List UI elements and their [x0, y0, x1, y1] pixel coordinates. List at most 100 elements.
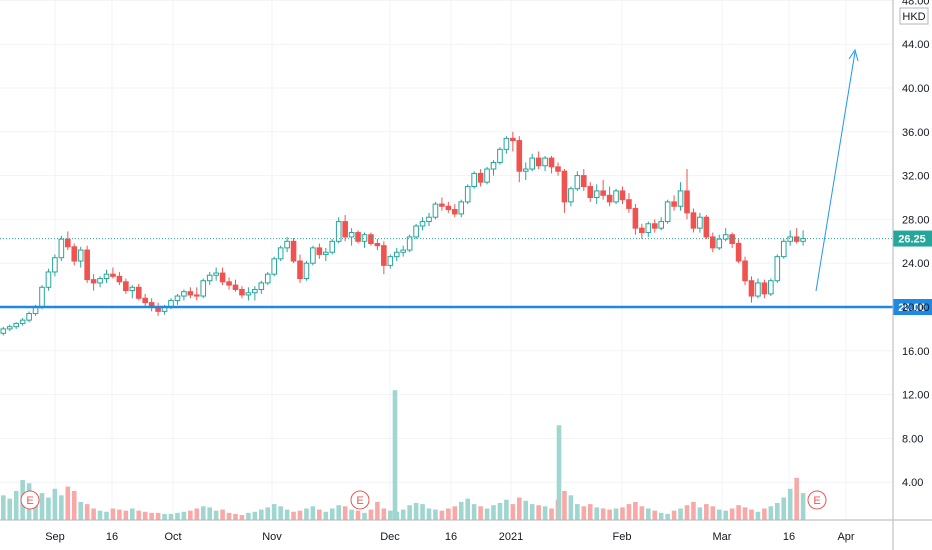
candle-body — [245, 292, 252, 296]
volume-bar — [562, 490, 567, 520]
volume-bar — [729, 508, 735, 520]
candle-body — [768, 280, 774, 295]
volume-bar — [407, 505, 412, 520]
candle-body — [123, 281, 129, 292]
volume-bar — [426, 508, 432, 520]
last-price-tag — [893, 230, 932, 247]
candle-body — [426, 216, 432, 223]
candle-body — [381, 245, 387, 266]
candle-body — [774, 256, 781, 282]
volume-bar — [749, 509, 754, 520]
volume-bar — [781, 497, 787, 520]
y-tick-label: 4.00 — [902, 477, 923, 489]
candle-body — [439, 203, 445, 207]
volume-bar — [284, 509, 290, 520]
volume-bar — [671, 510, 677, 520]
volume-bar — [181, 511, 187, 520]
candle-body — [258, 282, 265, 290]
candle-body — [593, 190, 600, 198]
volume-bar — [297, 510, 303, 520]
volume-bar — [452, 506, 458, 520]
candle-body — [800, 238, 806, 242]
candle-body — [703, 216, 710, 238]
candle-body — [142, 297, 148, 304]
volume-bar — [665, 513, 670, 520]
candle-body — [387, 256, 394, 266]
volume-bar — [420, 504, 425, 520]
candle-body — [39, 286, 45, 308]
volume-bar — [39, 493, 45, 520]
x-tick-label: 16 — [106, 531, 118, 543]
volume-bar — [478, 506, 483, 520]
candle-body — [252, 288, 258, 294]
candle-body — [90, 279, 97, 284]
candle-body — [368, 234, 374, 244]
candle-body — [239, 288, 245, 296]
volume-bar — [704, 504, 709, 520]
volume-bar — [226, 512, 232, 520]
candle-body — [458, 201, 465, 215]
volume-bar — [510, 504, 516, 520]
candle-body — [226, 281, 232, 286]
x-tick-label: Mar — [713, 531, 732, 543]
volume-bar — [136, 510, 142, 520]
volume-bar — [542, 506, 548, 520]
candle-body — [780, 240, 787, 258]
volume-bar — [523, 500, 529, 520]
volume-spike — [392, 390, 398, 520]
currency-label: HKD — [902, 11, 925, 23]
candle-body — [587, 186, 594, 199]
candle-body — [219, 272, 226, 283]
x-tick-label: 2021 — [499, 531, 523, 543]
candle-body — [329, 240, 336, 253]
candle-body — [490, 161, 497, 170]
candle-body — [297, 260, 303, 280]
earnings-marker — [20, 490, 40, 510]
volume-bar — [536, 505, 541, 520]
candle-body — [497, 148, 503, 163]
y-tick-label: 24.00 — [902, 258, 930, 270]
volume-bar — [130, 508, 135, 520]
volume-bar — [200, 506, 206, 520]
candle-body — [116, 275, 123, 283]
volume-bar — [400, 509, 406, 520]
y-tick-label: 12.00 — [902, 390, 930, 402]
candle-body — [464, 186, 471, 203]
volume-bar — [265, 507, 271, 520]
candle-body — [19, 319, 26, 324]
candle-body — [658, 221, 665, 229]
candle-body — [181, 291, 187, 297]
candle-body — [310, 247, 316, 264]
candle-body — [729, 234, 735, 244]
support-price-label: 20.00 — [898, 302, 926, 314]
volume-bar — [433, 509, 438, 520]
projection-arrow-line — [815, 51, 856, 292]
candle-body — [52, 257, 58, 273]
volume-bar — [162, 513, 167, 520]
volume-bar — [697, 507, 703, 520]
y-tick-label: 20.00 — [902, 302, 930, 314]
volume-bar — [652, 510, 658, 520]
volume-bar — [678, 508, 683, 520]
volume-spike — [556, 425, 562, 520]
candle-body — [793, 236, 800, 242]
volume-bar — [723, 510, 728, 520]
volume-bar — [362, 512, 367, 520]
volume-bar — [123, 510, 129, 520]
candle-body — [342, 221, 348, 238]
candle-body — [393, 251, 400, 258]
volume-bar — [246, 512, 251, 520]
candle-body — [77, 249, 84, 262]
candle-body — [406, 236, 413, 251]
candle-body — [619, 190, 626, 201]
volume-bar — [13, 490, 19, 520]
candle-body — [26, 313, 32, 321]
y-tick-label: 48.00 — [902, 0, 930, 7]
candle-body — [45, 271, 52, 288]
volume-bar — [188, 510, 193, 520]
candle-body — [626, 199, 632, 209]
y-tick-label: 40.00 — [902, 83, 930, 95]
candle-body — [639, 227, 645, 234]
